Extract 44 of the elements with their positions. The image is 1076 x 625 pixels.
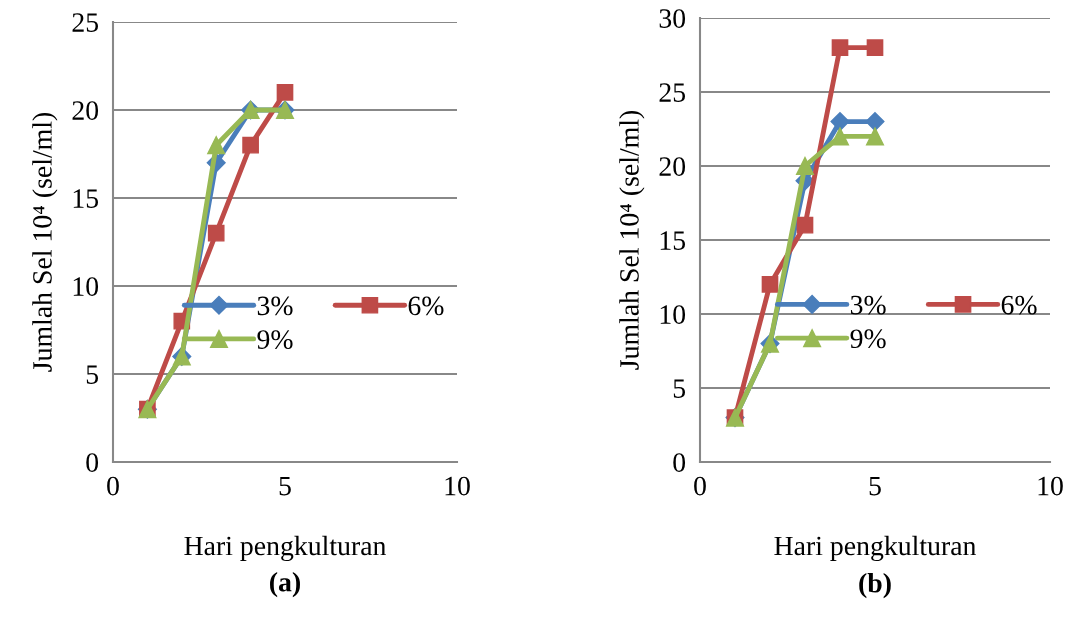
y-axis-title: Jumlah Sel 10⁴ (sel/ml) bbox=[32, 113, 58, 372]
text: (a) bbox=[270, 572, 300, 598]
x-tick-label: 0 bbox=[107, 476, 119, 496]
point bbox=[865, 127, 885, 146]
point bbox=[831, 39, 849, 56]
y-tick-label: 0 bbox=[86, 453, 99, 472]
y-tick-label: 30 bbox=[659, 9, 686, 28]
point bbox=[276, 84, 294, 101]
y-tick-label: 10 bbox=[660, 305, 686, 324]
y-tick-label: 20 bbox=[659, 157, 686, 176]
y-tick-label: 10 bbox=[73, 277, 99, 296]
point bbox=[866, 39, 884, 56]
y-tick-label: 25 bbox=[72, 13, 99, 32]
point bbox=[865, 112, 885, 132]
x-tick-label: 5 bbox=[279, 476, 291, 496]
y-tick-label: 15 bbox=[660, 231, 686, 250]
legend-label: 9% bbox=[850, 329, 886, 349]
y-tick-label: 5 bbox=[86, 365, 99, 384]
y-tick-label: 0 bbox=[673, 453, 686, 472]
x-axis-title: Hari pengkulturan bbox=[774, 535, 977, 562]
point bbox=[207, 224, 225, 242]
point bbox=[795, 156, 815, 176]
point bbox=[830, 112, 850, 132]
y-axis-title: Jumlah Sel 10⁴ (sel/ml) bbox=[619, 111, 645, 370]
x-tick-label: 10 bbox=[445, 476, 470, 496]
legend-label: 6% bbox=[1001, 295, 1037, 315]
x-tick-label: 5 bbox=[869, 476, 881, 496]
legend-label: 9% bbox=[257, 330, 293, 349]
point bbox=[796, 216, 814, 234]
point bbox=[761, 276, 779, 293]
text: (b) bbox=[859, 573, 891, 599]
legend-label: 3% bbox=[850, 295, 886, 315]
x-tick-label: 0 bbox=[694, 476, 706, 496]
y-tick-label: 15 bbox=[73, 189, 99, 208]
point bbox=[830, 127, 850, 146]
point bbox=[207, 136, 226, 155]
y-tick-label: 25 bbox=[659, 83, 686, 102]
point bbox=[242, 136, 259, 154]
legend-label: 6% bbox=[408, 296, 444, 316]
legend-label: 3% bbox=[257, 296, 293, 316]
y-tick-label: 5 bbox=[673, 379, 686, 398]
y-tick-label: 20 bbox=[72, 101, 99, 120]
x-tick-label: 10 bbox=[1038, 476, 1063, 496]
x-axis-title: Hari pengkulturan bbox=[184, 535, 387, 562]
